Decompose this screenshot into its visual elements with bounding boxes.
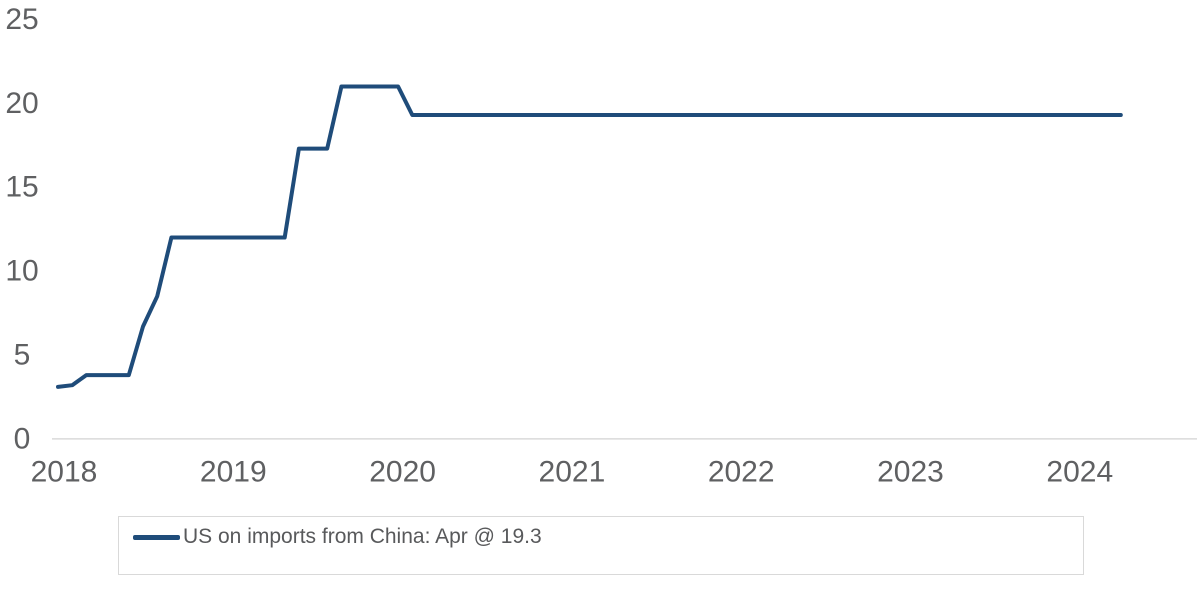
x-axis-tick-label: 2021 (539, 456, 606, 489)
legend-box: US on imports from China: Apr @ 19.3 (118, 516, 1084, 575)
y-axis-tick-label: 0 (14, 422, 31, 455)
x-axis-tick-label: 2024 (1046, 456, 1113, 489)
x-axis-tick-label: 2019 (200, 456, 267, 489)
y-axis-tick-label: 20 (5, 87, 38, 120)
y-axis-tick-label: 25 (5, 3, 38, 36)
x-axis-tick-label: 2020 (369, 456, 436, 489)
y-axis-tick-label: 15 (5, 171, 38, 204)
legend-entry: US on imports from China: Apr @ 19.3 (133, 524, 1083, 550)
legend-label: US on imports from China: Apr @ 19.3 (183, 525, 542, 548)
legend-line-swatch (133, 534, 180, 540)
x-axis-tick-label: 2022 (708, 456, 775, 489)
data-line-series (56, 84, 1123, 389)
x-axis-tick-label: 2023 (877, 456, 944, 489)
y-axis-tick-label: 5 (14, 339, 31, 372)
y-axis-tick-label: 10 (5, 255, 38, 288)
x-axis-tick-label: 2018 (31, 456, 98, 489)
